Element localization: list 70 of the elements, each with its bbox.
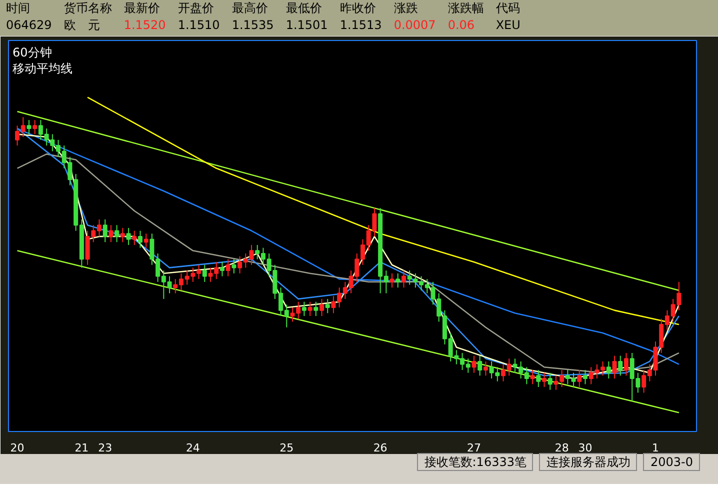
text: 1.1520: [122, 17, 167, 34]
text: 最高价: [230, 0, 269, 17]
candlestick: [102, 218, 108, 243]
candlestick: [308, 301, 312, 316]
candlestick: [120, 227, 125, 243]
x-tick-label: 26: [373, 442, 388, 454]
candlestick: [302, 301, 306, 316]
candlestick: [618, 355, 623, 376]
candlestick: [606, 360, 611, 379]
candlestick: [144, 233, 148, 248]
text: 接收笔数:16333笔: [417, 453, 534, 471]
chart-subtitle: 移动平均线: [12, 62, 72, 76]
candlestick: [314, 301, 318, 316]
candlestick: [624, 352, 628, 376]
x-tick-label: 23: [98, 442, 112, 454]
candlestick: [114, 224, 120, 243]
x-tick-label: 25: [280, 442, 294, 454]
x-tick-label: 30: [578, 442, 592, 454]
candlestick: [612, 355, 617, 379]
text: 1.1535: [230, 17, 275, 34]
text: 代码: [494, 0, 521, 17]
candlestick: [202, 264, 207, 282]
text: 欧 元: [62, 17, 101, 34]
candlestick: [483, 360, 488, 376]
text: 开盘价: [176, 0, 215, 17]
candlestick: [401, 270, 406, 288]
text: 货币名称: [62, 0, 113, 17]
candlestick: [390, 272, 394, 288]
candlestick: [582, 369, 588, 385]
text: 0.0007: [392, 17, 437, 34]
text: 涨跌: [392, 0, 419, 17]
candlestick: [472, 355, 476, 374]
text: 连接服务器成功: [539, 453, 638, 471]
chart-title: 60分钟: [12, 46, 52, 60]
text: 2003-0: [643, 453, 700, 471]
candlestick: [138, 230, 142, 248]
candlestick: [220, 262, 224, 277]
text: 1.1501: [284, 17, 329, 34]
candlestick: [325, 298, 330, 314]
text: 0.06: [446, 17, 476, 34]
text: XEU: [494, 17, 522, 34]
x-tick-label: 21: [74, 442, 89, 454]
x-tick-label: 27: [467, 442, 481, 454]
candlestick: [542, 372, 547, 388]
x-tick-label: 24: [186, 442, 200, 454]
candlestick: [26, 119, 32, 135]
text: 时间: [5, 0, 31, 17]
x-tick-label: 1: [652, 442, 660, 454]
x-tick-label: 28: [554, 442, 569, 454]
text: 最新价: [122, 0, 161, 17]
text: 昨收价: [338, 0, 377, 17]
candlestick: [132, 230, 137, 246]
text: 涨跌幅: [446, 0, 485, 17]
x-tick-label: 20: [10, 442, 24, 454]
text: 1.1513: [338, 17, 383, 34]
candlestick: [396, 272, 400, 288]
text: 1.1510: [176, 17, 221, 34]
candlestick: [577, 369, 582, 388]
text: 最低价: [284, 0, 323, 17]
candlestick: [320, 298, 324, 316]
candlestick: [478, 355, 482, 376]
candlestick: [226, 258, 230, 277]
candlestick: [108, 224, 114, 243]
text: 064629: [5, 17, 53, 34]
candlestick: [32, 119, 38, 135]
candlestick: [530, 369, 535, 385]
candlestick: [548, 372, 552, 390]
candlestick: [126, 227, 131, 246]
candlestick: [232, 258, 236, 274]
candlestick: [536, 369, 541, 388]
